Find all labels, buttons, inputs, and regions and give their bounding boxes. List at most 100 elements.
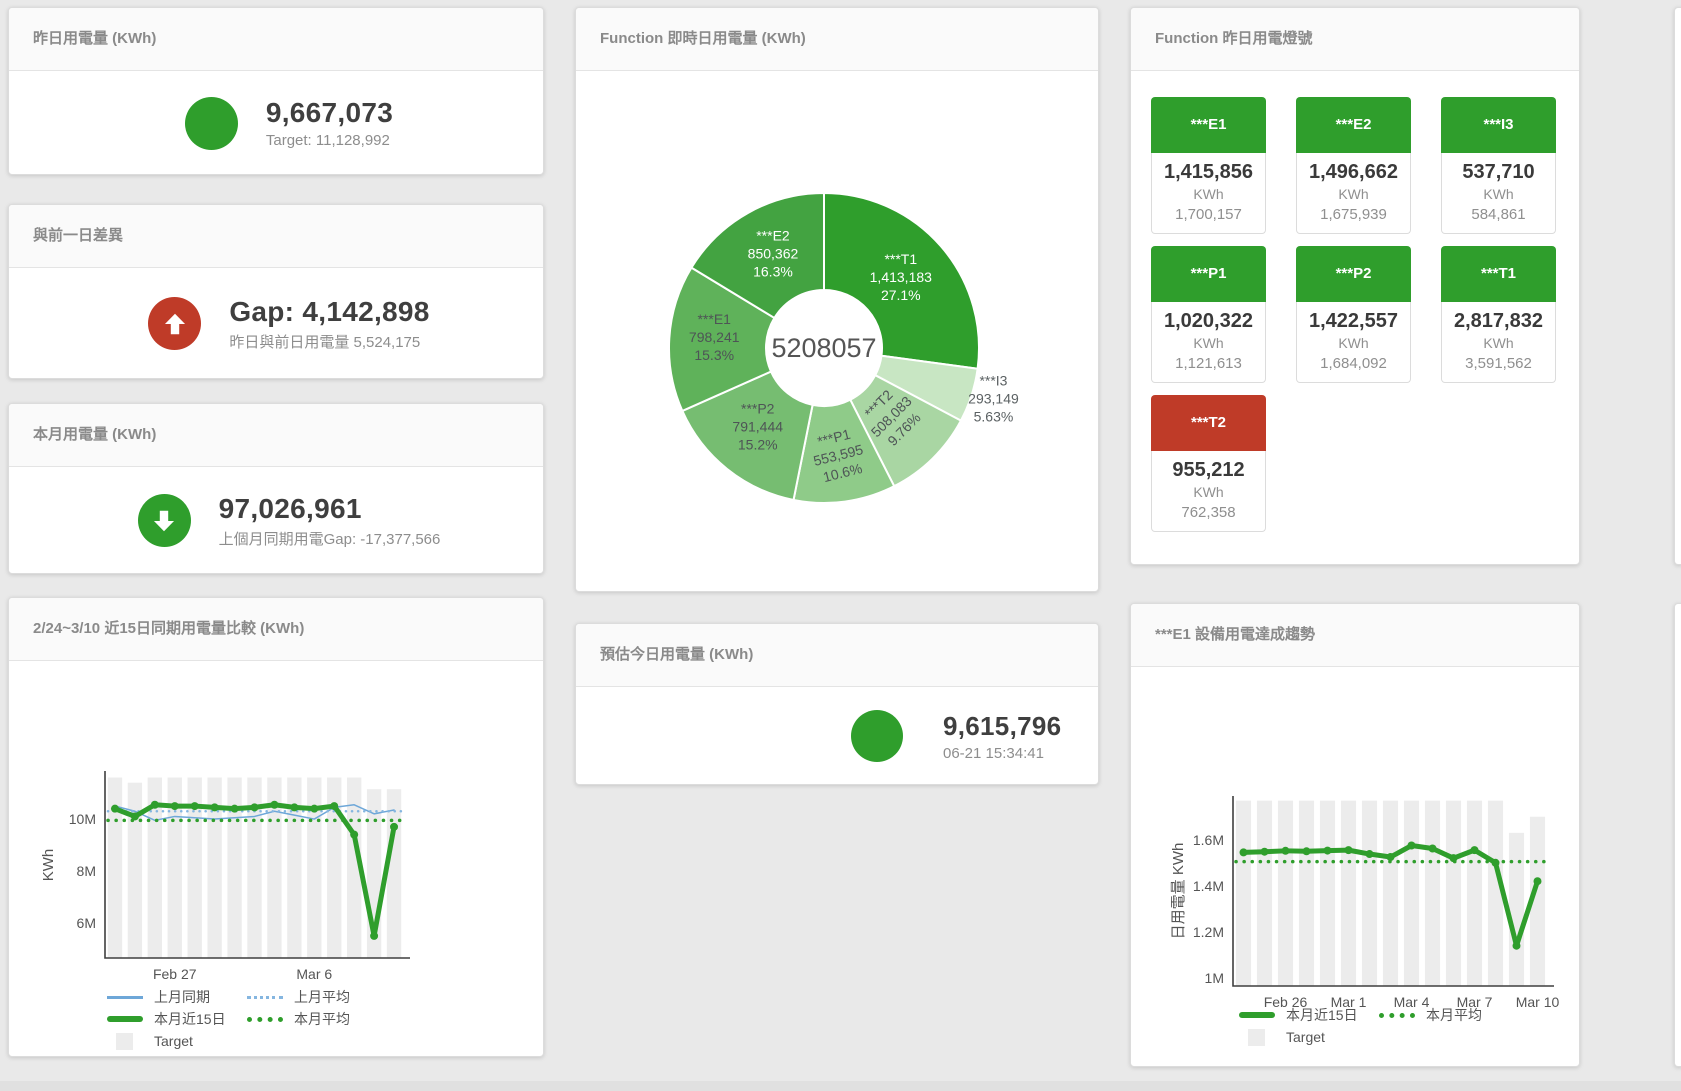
donut-label: 5.63% xyxy=(974,408,1014,424)
target-bar xyxy=(227,777,242,958)
legend-row: 上月同期 上月平均 xyxy=(107,986,387,1008)
panel-title: 預估今日用電量 (KWh) xyxy=(576,624,1098,687)
panel-compare-15days: 2/24~3/10 近15日同期用電量比較 (KWh) 6M 8M 10M Feb 2… xyxy=(8,597,544,1057)
target-bar xyxy=(1298,800,1315,986)
target-bar xyxy=(1256,800,1273,986)
legend-label: 本月平均 xyxy=(294,1011,350,1027)
stat-row: 9,667,073 Target: 11,128,992 xyxy=(9,71,543,175)
series-marker xyxy=(230,804,239,813)
tile-body: 955,212 KWh 762,358 xyxy=(1151,451,1266,532)
bottom-band xyxy=(0,1081,1681,1091)
yesterday-usage-value: 9,667,073 xyxy=(265,97,394,128)
target-bar xyxy=(207,777,222,958)
target-bar xyxy=(167,777,182,958)
donut-label: ***E2 xyxy=(756,227,790,243)
trend-chart: 1M 1.2M 1.4M 1.6M Feb 26 Mar 1 Mar 4 Mar 7 Mar 1… xyxy=(1170,796,1560,1010)
target-bar xyxy=(127,782,143,958)
legend-item-dots-thick[interactable]: 本月平均 xyxy=(247,1009,387,1029)
target-bar xyxy=(307,777,322,958)
tile-label: ***T2 xyxy=(1151,395,1266,451)
donut-label: 850,362 xyxy=(748,245,799,261)
donut-label: 1,413,183 xyxy=(870,269,932,285)
series-marker xyxy=(1470,846,1479,855)
y-tick-label: 10M xyxy=(69,811,96,827)
y-tick-label: 1.2M xyxy=(1193,924,1224,940)
cutoff-panel-edge xyxy=(1674,7,1681,565)
status-tile-E2: ***E2 1,496,662 KWh 1,675,939 xyxy=(1296,97,1411,234)
tile-unit: KWh xyxy=(1483,186,1514,202)
legend-swatch-dots xyxy=(247,995,283,999)
tile-value: 1,020,322 xyxy=(1164,310,1253,332)
target-bar xyxy=(247,777,262,958)
legend-item-thick[interactable]: 本月近15日 xyxy=(1239,1005,1379,1025)
stat-text: Gap: 4,142,898 昨日與前日用電量 5,524,175 xyxy=(229,296,429,352)
status-tile-E1: ***E1 1,415,856 KWh 1,700,157 xyxy=(1151,97,1266,234)
tile-target: 1,675,939 xyxy=(1320,206,1387,223)
status-tile-P2: ***P2 1,422,557 KWh 1,684,092 xyxy=(1296,246,1411,383)
legend-item-box[interactable]: Target xyxy=(1239,1028,1379,1046)
legend-item-thick[interactable]: 本月近15日 xyxy=(107,1009,247,1029)
today-estimate-value: 9,615,796 xyxy=(943,710,1062,741)
x-tick-label: Mar 10 xyxy=(1516,994,1560,1010)
panel-lights: Function 昨日用電燈號 ***E1 1,415,856 KWh 1,700,1… xyxy=(1130,7,1580,565)
month-usage-gap: 上個月同期用電Gap: -17,377,566 xyxy=(218,530,441,548)
tile-label: ***P1 xyxy=(1151,246,1266,302)
tile-body: 1,496,662 KWh 1,675,939 xyxy=(1296,153,1411,234)
legend-label: 上月同期 xyxy=(154,989,210,1005)
legend-item-box[interactable]: Target xyxy=(107,1032,247,1050)
series-marker xyxy=(290,803,299,812)
tile-value: 1,422,557 xyxy=(1309,310,1398,332)
series-marker xyxy=(1512,941,1521,950)
tile-body: 1,422,557 KWh 1,684,092 xyxy=(1296,302,1411,383)
target-bar xyxy=(187,777,202,958)
legend-item-dots-thick[interactable]: 本月平均 xyxy=(1379,1005,1519,1025)
tile-unit: KWh xyxy=(1483,335,1514,351)
donut-label: 293,149 xyxy=(968,390,1019,406)
series-marker xyxy=(1344,846,1353,855)
donut-label: ***P1 xyxy=(816,426,853,450)
y-tick-label: 1.6M xyxy=(1193,832,1224,848)
target-bar xyxy=(107,777,123,958)
target-bar xyxy=(1529,816,1546,986)
x-tick-label: Mar 6 xyxy=(296,966,332,982)
series-marker xyxy=(1428,844,1437,853)
legend-swatch-thick xyxy=(1239,1012,1275,1018)
tile-target: 584,861 xyxy=(1471,206,1526,223)
target-bar xyxy=(1466,800,1483,986)
stat-text: 9,615,796 06-21 15:34:41 xyxy=(943,711,1061,762)
lights-tiles: ***E1 1,415,856 KWh 1,700,157 ***E2 1,496,662… xyxy=(1131,70,1579,552)
day-gap-sub: 昨日與前日用電量 5,524,175 xyxy=(229,333,421,351)
month-usage-value: 97,026,961 xyxy=(218,492,362,524)
series-marker xyxy=(170,802,179,811)
legend-swatch-dots-thick xyxy=(247,1016,283,1022)
legend-row: 本月近15日 本月平均 xyxy=(1239,1004,1519,1026)
tile-label: ***I3 xyxy=(1441,97,1556,153)
tile-target: 1,700,157 xyxy=(1175,206,1242,223)
yesterday-usage-target: Target: 11,128,992 xyxy=(265,132,390,149)
x-tick-label: Mar 1 xyxy=(1331,994,1367,1010)
donut-label: ***E1 xyxy=(697,311,731,327)
y-tick-label: 1.4M xyxy=(1193,878,1224,894)
status-tile-I3: ***I3 537,710 KWh 584,861 xyxy=(1441,97,1556,234)
target-bar xyxy=(147,777,163,958)
target-bar xyxy=(1340,800,1357,986)
tile-target: 1,684,092 xyxy=(1320,355,1387,372)
legend-row: 本月近15日 本月平均 xyxy=(107,1008,387,1030)
donut-label: 27.1% xyxy=(881,287,921,303)
donut-label: ***P2 xyxy=(741,401,775,417)
tile-value: 955,212 xyxy=(1172,459,1245,481)
status-tile-T1: ***T1 2,817,832 KWh 3,591,562 xyxy=(1441,246,1556,383)
legend-swatch-box xyxy=(116,1032,133,1050)
tile-unit: KWh xyxy=(1338,335,1369,351)
series-marker xyxy=(330,802,339,811)
legend-item-line[interactable]: 上月同期 xyxy=(107,987,247,1007)
legend-item-dots[interactable]: 上月平均 xyxy=(247,987,387,1007)
series-marker xyxy=(1323,846,1332,855)
donut-chart: ***T11,413,18327.1%***I3293,1495.63%***T… xyxy=(668,191,1019,504)
y-axis-label: KWh xyxy=(40,849,57,882)
panel-title: 2/24~3/10 近15日同期用電量比較 (KWh) xyxy=(9,598,543,661)
target-bar xyxy=(1424,800,1441,986)
y-axis-label: 日用電量 KWh xyxy=(1170,843,1187,940)
compare-chart: 6M 8M 10M Feb 27 Mar 6 KWh xyxy=(40,771,410,982)
panel-yesterday-usage: 昨日用電量 (KWh) 9,667,073 Target: 11,128,992 xyxy=(8,7,544,175)
